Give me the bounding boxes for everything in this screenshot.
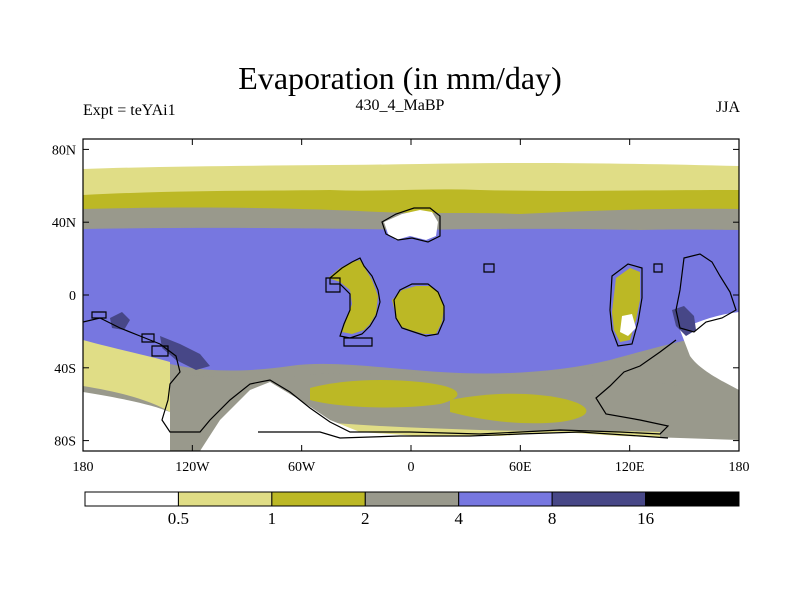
coast-africa — [393, 283, 445, 337]
y-tick-label: 0 — [69, 289, 76, 304]
colorbar-label: 2 — [361, 509, 370, 528]
coast-antarctic — [258, 431, 669, 439]
colorbar-label: 4 — [454, 509, 463, 528]
x-tick-label: 0 — [408, 460, 415, 475]
y-tick-label: 40N — [52, 216, 76, 231]
colorbar-label: 16 — [637, 509, 654, 528]
coast-east-asia — [609, 263, 643, 347]
colorbar-label: 0.5 — [168, 509, 189, 528]
coast-eurasia — [381, 207, 441, 243]
continent-africa — [392, 286, 444, 334]
coast-sw — [83, 317, 677, 435]
colorbar-label: 8 — [548, 509, 557, 528]
continent-east-asia-inner — [620, 314, 636, 336]
colorbar-box — [177, 491, 273, 507]
x-tick-label: 180 — [729, 460, 750, 475]
x-tick-label: 120W — [175, 460, 210, 475]
island-3 — [91, 311, 107, 319]
island-5 — [151, 345, 169, 357]
colorbar-box — [551, 491, 647, 507]
colorbar-box — [645, 491, 740, 507]
x-tick-label: 120E — [615, 460, 645, 475]
y-tick-label: 40S — [54, 362, 76, 377]
continent-asia — [384, 210, 438, 240]
band-olive-south — [310, 380, 458, 408]
period-label: 430_4_MaBP — [355, 97, 445, 114]
x-tick-label: 60E — [509, 460, 532, 475]
season-label: JJA — [715, 99, 740, 116]
colorbar-box — [84, 491, 179, 507]
colorbar-label: 1 — [268, 509, 277, 528]
island-2 — [483, 263, 495, 273]
patch-dark-blue-2 — [160, 336, 210, 370]
colorbar-box — [458, 491, 553, 507]
band-light-yellow-south — [83, 340, 170, 412]
plot-title: Evaporation (in mm/day) — [238, 60, 562, 96]
island-1 — [325, 277, 341, 293]
y-axis: 80N 40N 0 40S 80S — [52, 143, 739, 450]
island-6 — [343, 337, 373, 347]
island-4 — [141, 333, 155, 343]
experiment-label: Expt = teYAi1 — [83, 102, 176, 119]
y-tick-label: 80N — [52, 143, 76, 158]
band-olive-south2 — [450, 393, 587, 424]
x-tick-label: 180 — [73, 460, 94, 475]
y-tick-label: 80S — [54, 435, 76, 450]
coast-americas — [329, 257, 381, 339]
coast-east-rim — [675, 253, 737, 333]
colorbar-box — [364, 491, 460, 507]
band-white-antarctic — [200, 382, 739, 451]
band-white-south — [83, 392, 170, 451]
colorbar-box — [271, 491, 366, 507]
patch-dark-blue-3 — [672, 306, 696, 336]
x-tick-label: 60W — [288, 460, 316, 475]
coastlines — [83, 207, 737, 439]
contour-fill — [83, 139, 739, 451]
x-axis: 180 120W 60W 0 60E 120E 180 — [73, 139, 750, 475]
island-7 — [653, 263, 663, 273]
colorbar: 0.5 1 2 4 8 16 — [84, 491, 740, 528]
